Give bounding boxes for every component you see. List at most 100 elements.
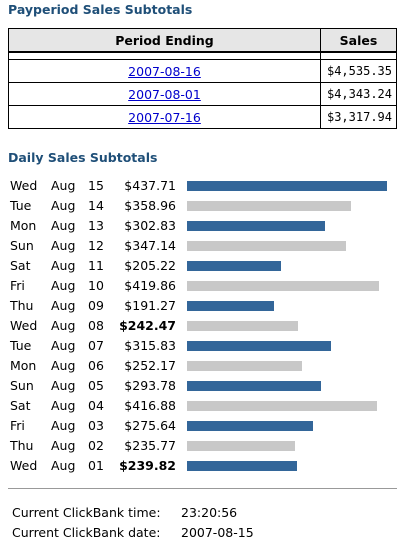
day-of-week: Fri <box>10 278 25 293</box>
clickbank-date-label: Current ClickBank date: <box>12 525 161 540</box>
month: Aug <box>51 218 76 233</box>
clickbank-time-label: Current ClickBank time: <box>12 505 161 520</box>
daily-row: Sat Aug 11 $205.22 <box>10 256 400 276</box>
daily-title: Daily Sales Subtotals <box>8 150 158 165</box>
daily-sales-list: Wed Aug 15 $437.71 Tue Aug 14 $358.96 Mon Aug 13 $3… <box>10 176 400 476</box>
daily-row: Fri Aug 10 $419.86 <box>10 276 400 296</box>
day-of-week: Mon <box>10 218 37 233</box>
divider <box>8 488 397 489</box>
daily-row: Tue Aug 14 $358.96 <box>10 196 400 216</box>
daily-row: Sun Aug 05 $293.78 <box>10 376 400 396</box>
daily-row: Sun Aug 12 $347.14 <box>10 236 400 256</box>
payperiod-title: Payperiod Sales Subtotals <box>8 2 193 17</box>
month: Aug <box>51 438 76 453</box>
day-number: 06 <box>88 358 104 373</box>
day-number: 12 <box>88 238 104 253</box>
period-date-link[interactable]: 2007-07-16 <box>128 109 201 125</box>
sales-bar <box>187 361 302 371</box>
day-number: 05 <box>88 378 104 393</box>
period-sales-value: $4,343.24 <box>320 82 397 106</box>
day-number: 01 <box>88 458 104 473</box>
clickbank-time-row: Current ClickBank time: 23:20:56 <box>12 505 237 520</box>
period-sales-value: $4,535.35 <box>320 59 397 83</box>
month: Aug <box>51 378 76 393</box>
day-number: 04 <box>88 398 104 413</box>
day-of-week: Sun <box>10 238 34 253</box>
month: Aug <box>51 398 76 413</box>
month: Aug <box>51 238 76 253</box>
daily-row: Mon Aug 13 $302.83 <box>10 216 400 236</box>
month: Aug <box>51 278 76 293</box>
daily-amount: $315.83 <box>124 338 176 353</box>
day-number: 02 <box>88 438 104 453</box>
day-of-week: Sat <box>10 258 31 273</box>
table-spacer-row <box>8 52 397 60</box>
sales-bar <box>187 461 297 471</box>
daily-amount: $347.14 <box>124 238 176 253</box>
sales-bar <box>187 241 346 251</box>
daily-amount: $302.83 <box>124 218 176 233</box>
day-of-week: Thu <box>10 298 34 313</box>
daily-amount: $293.78 <box>124 378 176 393</box>
sales-bar <box>187 181 387 191</box>
day-of-week: Thu <box>10 438 34 453</box>
clickbank-date-value: 2007-08-15 <box>181 525 254 540</box>
day-number: 09 <box>88 298 104 313</box>
day-number: 14 <box>88 198 104 213</box>
daily-amount: $419.86 <box>124 278 176 293</box>
day-number: 13 <box>88 218 104 233</box>
sales-bar <box>187 401 377 411</box>
clickbank-time-value: 23:20:56 <box>181 505 238 520</box>
sales-bar <box>187 301 274 311</box>
month: Aug <box>51 178 76 193</box>
daily-row: Tue Aug 07 $315.83 <box>10 336 400 356</box>
month: Aug <box>51 198 76 213</box>
daily-amount: $242.47 <box>119 318 176 333</box>
day-of-week: Wed <box>10 458 38 473</box>
sales-bar <box>187 221 325 231</box>
table-header-row: Period Ending Sales <box>8 28 397 53</box>
day-number: 07 <box>88 338 104 353</box>
day-of-week: Wed <box>10 318 38 333</box>
day-of-week: Mon <box>10 358 37 373</box>
daily-row: Fri Aug 03 $275.64 <box>10 416 400 436</box>
period-date-link[interactable]: 2007-08-16 <box>128 63 201 79</box>
daily-amount: $239.82 <box>119 458 176 473</box>
daily-row: Thu Aug 09 $191.27 <box>10 296 400 316</box>
sales-bar <box>187 381 321 391</box>
sales-bar <box>187 441 295 451</box>
day-number: 08 <box>88 318 104 333</box>
day-number: 03 <box>88 418 104 433</box>
day-of-week: Wed <box>10 178 38 193</box>
month: Aug <box>51 418 76 433</box>
daily-amount: $437.71 <box>124 178 176 193</box>
period-date-link[interactable]: 2007-08-01 <box>128 86 201 102</box>
period-sales-value: $3,317.94 <box>320 105 397 129</box>
day-of-week: Fri <box>10 418 25 433</box>
period-ending-header: Period Ending <box>8 28 321 53</box>
daily-row: Wed Aug 15 $437.71 <box>10 176 400 196</box>
day-number: 10 <box>88 278 104 293</box>
day-number: 15 <box>88 178 104 193</box>
payperiod-table: Period Ending Sales 2007-08-16 $4,535.35… <box>8 28 397 129</box>
month: Aug <box>51 318 76 333</box>
daily-amount: $191.27 <box>124 298 176 313</box>
table-row: 2007-08-01 $4,343.24 <box>8 82 397 106</box>
sales-bar <box>187 261 281 271</box>
daily-row: Thu Aug 02 $235.77 <box>10 436 400 456</box>
month: Aug <box>51 458 76 473</box>
daily-amount: $205.22 <box>124 258 176 273</box>
month: Aug <box>51 298 76 313</box>
daily-amount: $252.17 <box>124 358 176 373</box>
day-of-week: Tue <box>10 338 32 353</box>
month: Aug <box>51 258 76 273</box>
table-row: 2007-07-16 $3,317.94 <box>8 105 397 129</box>
sales-bar <box>187 321 298 331</box>
table-row: 2007-08-16 $4,535.35 <box>8 59 397 83</box>
sales-bar <box>187 281 379 291</box>
daily-row: Sat Aug 04 $416.88 <box>10 396 400 416</box>
sales-bar <box>187 201 351 211</box>
day-of-week: Tue <box>10 198 32 213</box>
daily-row: Mon Aug 06 $252.17 <box>10 356 400 376</box>
sales-bar <box>187 421 313 431</box>
